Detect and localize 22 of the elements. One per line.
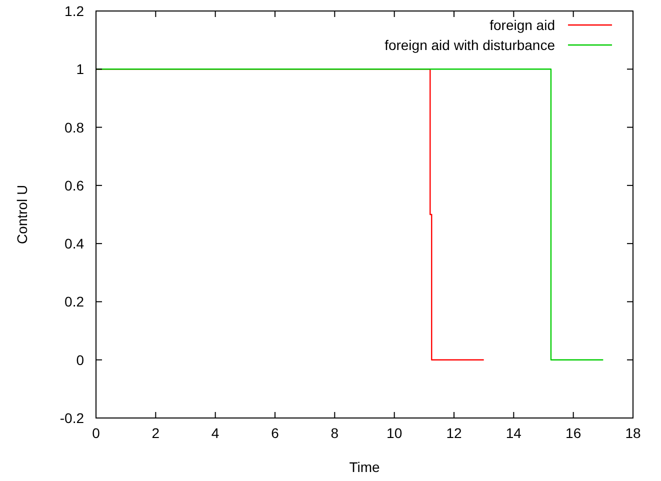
y-tick-label: 1.2: [64, 3, 84, 19]
x-axis-title: Time: [349, 459, 380, 475]
legend-label: foreign aid with disturbance: [384, 37, 556, 53]
y-tick-label: -0.2: [60, 410, 84, 426]
x-tick-label: 8: [330, 425, 339, 441]
x-tick-label: 2: [152, 425, 160, 441]
x-tick-label: 14: [506, 425, 522, 441]
x-tick-label: 16: [566, 425, 582, 441]
x-tick-label: 18: [625, 425, 641, 441]
x-tick-label: 10: [386, 425, 402, 441]
legend-label: foreign aid: [490, 17, 555, 33]
y-axis-title: Control U: [14, 184, 30, 244]
x-tick-label: 6: [271, 425, 280, 441]
y-tick-label: 0: [76, 352, 84, 368]
y-tick-label: 0.4: [64, 236, 84, 252]
y-tick-label: 0.6: [64, 177, 84, 194]
x-tick-label: 12: [446, 425, 462, 441]
x-tick-label: 4: [211, 425, 220, 441]
y-tick-label: 0.8: [64, 119, 84, 136]
x-tick-label: 0: [92, 425, 100, 441]
y-tick-label: 0.2: [64, 294, 84, 310]
y-tick-label: 1: [76, 61, 84, 78]
